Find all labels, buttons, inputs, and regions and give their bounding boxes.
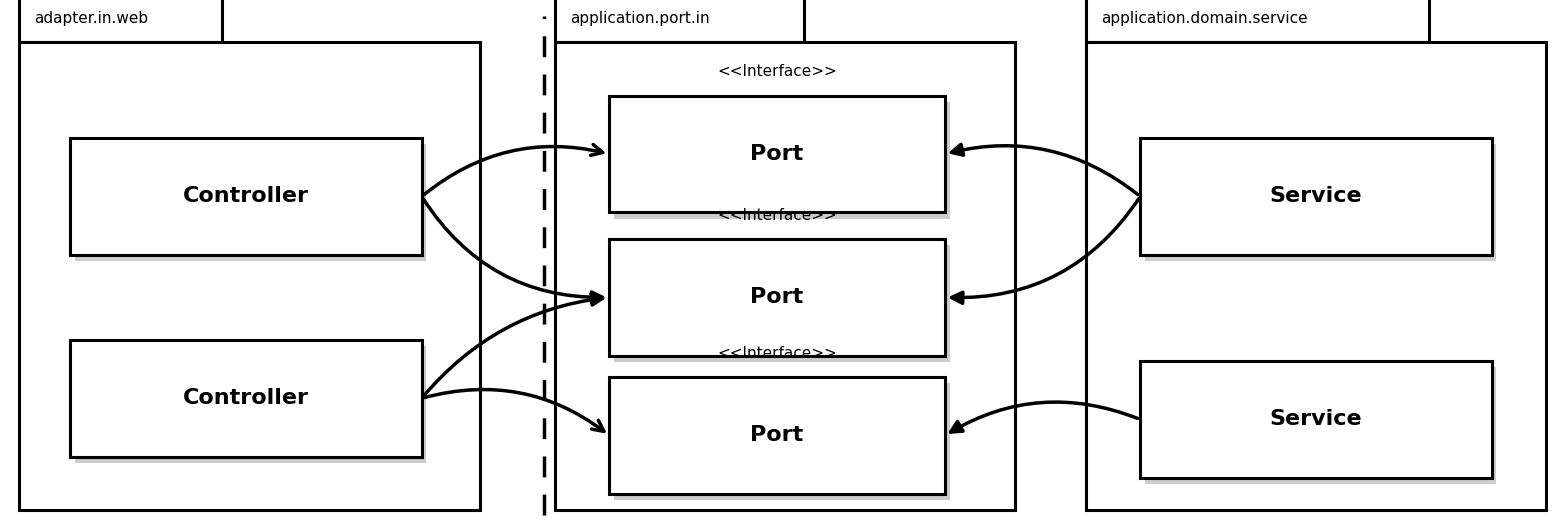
Text: application.port.in: application.port.in <box>570 11 709 26</box>
FancyBboxPatch shape <box>609 377 945 494</box>
Text: Controller: Controller <box>183 388 309 408</box>
Text: Port: Port <box>750 144 804 164</box>
FancyBboxPatch shape <box>1140 138 1492 255</box>
FancyBboxPatch shape <box>1145 144 1496 261</box>
FancyBboxPatch shape <box>614 245 950 362</box>
FancyBboxPatch shape <box>555 0 804 42</box>
Text: <<Interface>>: <<Interface>> <box>717 64 837 79</box>
Text: <<Interface>>: <<Interface>> <box>717 346 837 361</box>
FancyBboxPatch shape <box>1145 367 1496 484</box>
Text: Service: Service <box>1270 186 1362 207</box>
FancyBboxPatch shape <box>75 346 426 463</box>
FancyBboxPatch shape <box>609 239 945 356</box>
FancyBboxPatch shape <box>555 42 1015 510</box>
Text: Port: Port <box>750 425 804 446</box>
FancyBboxPatch shape <box>1140 361 1492 478</box>
Text: Service: Service <box>1270 409 1362 430</box>
FancyBboxPatch shape <box>1086 42 1546 510</box>
FancyBboxPatch shape <box>609 96 945 212</box>
FancyBboxPatch shape <box>70 340 422 457</box>
FancyBboxPatch shape <box>614 383 950 500</box>
FancyBboxPatch shape <box>75 144 426 261</box>
FancyBboxPatch shape <box>1086 0 1429 42</box>
FancyBboxPatch shape <box>614 102 950 219</box>
FancyBboxPatch shape <box>19 42 480 510</box>
FancyBboxPatch shape <box>70 138 422 255</box>
Text: Controller: Controller <box>183 186 309 207</box>
Text: Port: Port <box>750 287 804 307</box>
FancyBboxPatch shape <box>19 0 222 42</box>
Text: <<Interface>>: <<Interface>> <box>717 208 837 222</box>
Text: adapter.in.web: adapter.in.web <box>34 11 148 26</box>
Text: application.domain.service: application.domain.service <box>1101 11 1307 26</box>
